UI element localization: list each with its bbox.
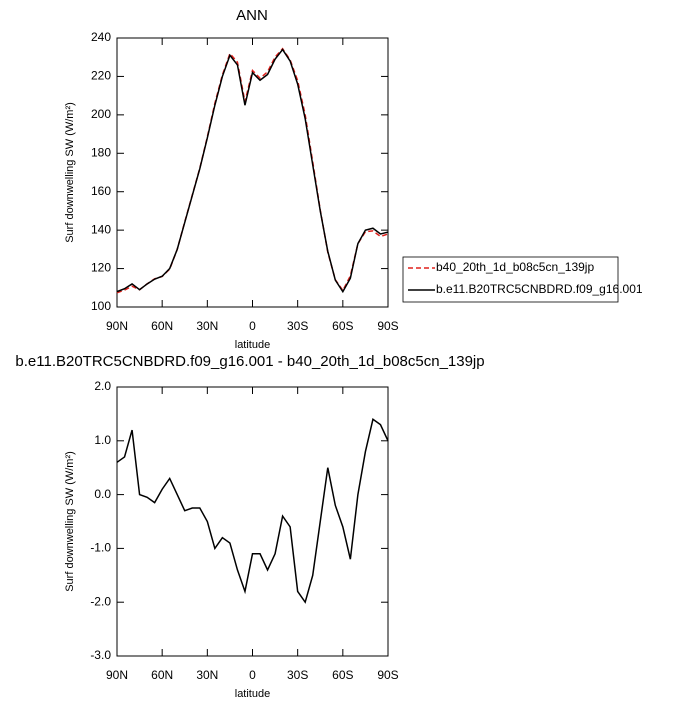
x-tick-label: 0 (249, 319, 256, 333)
y-tick-label: 220 (91, 69, 111, 83)
y-tick-label: -1.0 (90, 541, 111, 555)
y-tick-label: 240 (91, 30, 111, 44)
plot-frame (116, 386, 389, 657)
data-line (116, 418, 389, 604)
x-tick-label: 30N (196, 319, 218, 333)
chart-title: ANN (236, 7, 268, 24)
x-tick-label: 90N (106, 319, 128, 333)
legend-label: b.e11.B20TRC5CNBDRD.f09_g16.001 (436, 282, 643, 296)
data-line (116, 48, 389, 294)
y-tick-label: 0.0 (94, 487, 111, 501)
y-tick-label: 140 (91, 222, 111, 236)
plot-frame (116, 37, 389, 308)
data-line (116, 47, 389, 294)
legend-box (402, 256, 619, 303)
x-axis-label: latitude (235, 688, 270, 700)
x-axis-label: latitude (235, 339, 270, 351)
x-tick-label: 30S (287, 668, 308, 682)
x-tick-label: 60S (332, 668, 353, 682)
x-tick-label: 90S (377, 668, 398, 682)
y-tick-label: 100 (91, 299, 111, 313)
x-tick-label: 30N (196, 668, 218, 682)
chart-title: b.e11.B20TRC5CNBDRD.f09_g16.001 - b40_20… (15, 353, 484, 370)
x-tick-label: 60S (332, 319, 353, 333)
y-tick-label: -3.0 (90, 648, 111, 662)
y-tick-label: 120 (91, 261, 111, 275)
x-tick-label: 0 (249, 668, 256, 682)
x-tick-label: 30S (287, 319, 308, 333)
x-tick-label: 90S (377, 319, 398, 333)
y-tick-label: 180 (91, 145, 111, 159)
legend-label: b40_20th_1d_b08c5cn_139jp (436, 260, 594, 274)
y-axis-label: Surf downwelling SW (W/m²) (64, 451, 76, 592)
x-tick-label: 60N (151, 319, 173, 333)
x-tick-label: 60N (151, 668, 173, 682)
y-tick-label: 160 (91, 184, 111, 198)
y-tick-label: 2.0 (94, 379, 111, 393)
y-tick-label: 200 (91, 107, 111, 121)
y-tick-label: 1.0 (94, 433, 111, 447)
x-tick-label: 90N (106, 668, 128, 682)
y-tick-label: -2.0 (90, 594, 111, 608)
y-axis-label: Surf downwelling SW (W/m²) (64, 102, 76, 243)
